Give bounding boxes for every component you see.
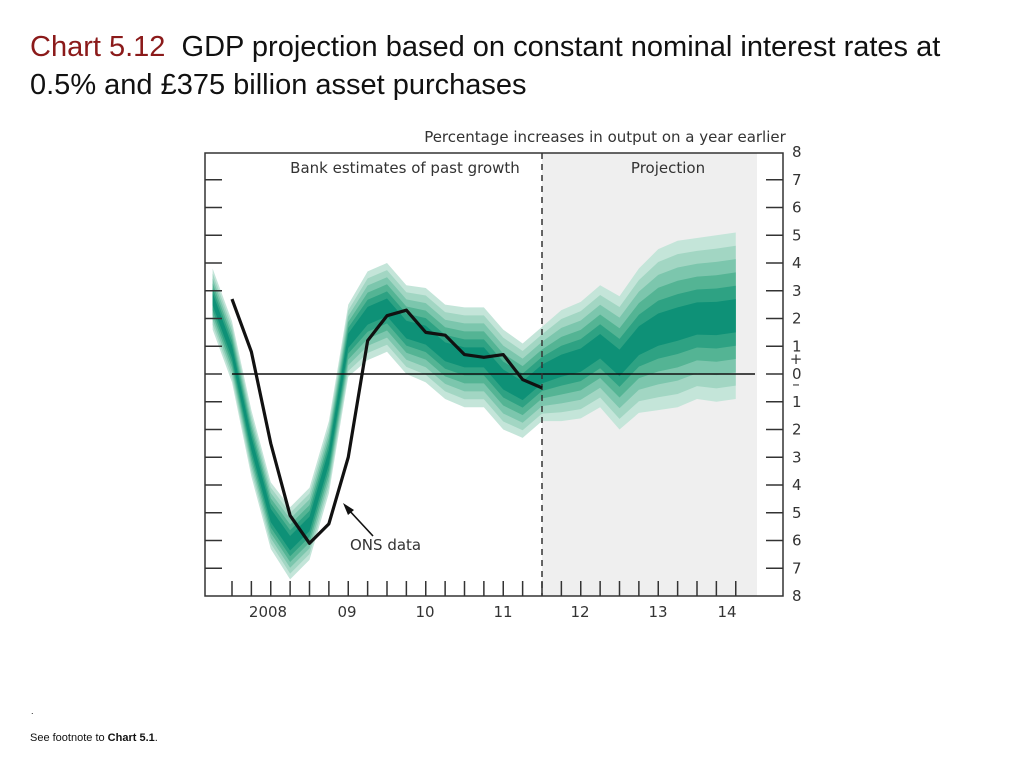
axes <box>204 152 784 597</box>
y-tick-label: 0 <box>792 365 802 383</box>
chart-labels: Percentage increases in output on a year… <box>249 128 802 621</box>
y-tick-label: 8 <box>792 587 802 605</box>
projection-label: Projection <box>631 159 705 177</box>
x-tick-label: 10 <box>415 603 434 621</box>
footnote-ref: Chart 5.1 <box>107 732 155 744</box>
chart-title: Chart 5.12 GDP projection based on const… <box>30 28 990 104</box>
y-tick-label: 2 <box>792 421 802 439</box>
y-tick-label: 5 <box>792 504 802 522</box>
annotation-arrow-head <box>343 503 354 515</box>
y-tick-label: 8 <box>792 143 802 161</box>
y-minus-sign: – <box>792 375 800 393</box>
ons-data-label: ONS data <box>350 536 421 554</box>
fan-band-6 <box>212 292 736 551</box>
x-tick-label: 12 <box>570 603 589 621</box>
x-tick-label: 13 <box>648 603 667 621</box>
y-plus-sign: + <box>790 350 803 368</box>
y-tick-label: 6 <box>792 532 802 550</box>
y-tick-label: 3 <box>792 448 802 466</box>
y-tick-label: 5 <box>792 226 802 244</box>
chart-number: Chart 5.12 <box>30 31 166 63</box>
data-lines <box>230 298 543 545</box>
y-tick-label: 7 <box>792 171 802 189</box>
x-tick-label: 09 <box>337 603 356 621</box>
past-growth-label: Bank estimates of past growth <box>290 159 520 177</box>
x-tick-label: 14 <box>717 603 736 621</box>
y-tick-label: 1 <box>792 337 802 355</box>
footnote-prefix: See footnote to <box>30 732 108 744</box>
x-tick-label: 11 <box>493 603 512 621</box>
y-tick-label: 6 <box>792 199 802 217</box>
y-tick-label: 2 <box>792 310 802 328</box>
y-tick-label: 4 <box>792 254 802 272</box>
y-tick-label: 3 <box>792 282 802 300</box>
y-tick-label: 4 <box>792 476 802 494</box>
y-tick-label: 1 <box>792 393 802 411</box>
y-tick-label: 7 <box>792 559 802 577</box>
footnote: See footnote to Chart 5.1. <box>30 732 158 744</box>
footnote-suffix: . <box>154 732 158 744</box>
x-tick-label: 2008 <box>249 603 287 621</box>
fan-bands <box>212 232 736 580</box>
chart-subtitle: Percentage increases in output on a year… <box>424 128 786 146</box>
annotation-arrow-line <box>346 507 374 537</box>
ons-data-line <box>230 298 543 545</box>
footnote-marker: . <box>31 706 34 716</box>
chart-title-text: GDP projection based on constant nominal… <box>30 31 941 101</box>
